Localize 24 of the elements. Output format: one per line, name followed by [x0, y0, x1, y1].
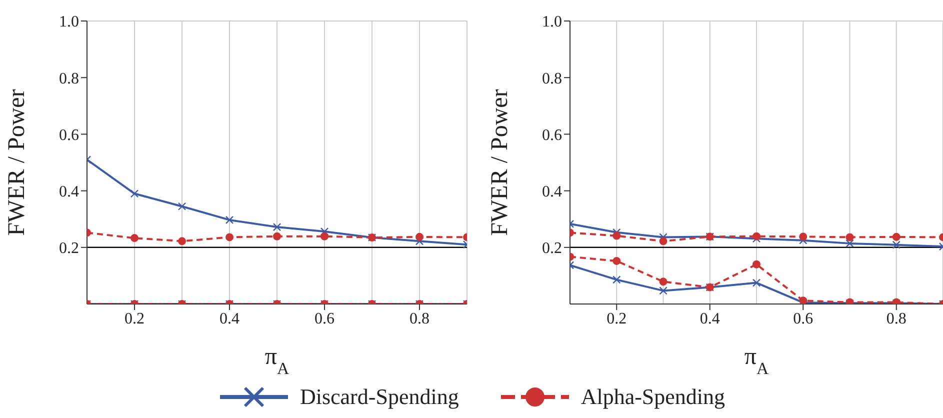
y-tick-label: 0.8	[542, 70, 562, 88]
y-tick-label: 0.2	[59, 240, 79, 258]
y-tick-label: 0.4	[542, 183, 562, 200]
x-tick-label: 0.6	[793, 310, 814, 328]
x-tick-label: 0.8	[410, 310, 430, 328]
y-tick-label: 0.8	[59, 70, 79, 88]
y-tick-label: 1.0	[59, 14, 79, 31]
y-tick-label: 0.6	[59, 126, 79, 144]
legend-label: Discard-Spending	[300, 384, 459, 410]
x-tick-label: 0.4	[220, 310, 240, 328]
y-axis-title: FWER / Power	[4, 89, 30, 236]
x-tick-label: 0.6	[314, 310, 334, 328]
x-tick-label: 0.2	[606, 310, 627, 328]
y-tick-label: 0.6	[542, 126, 562, 144]
x-axis-title: π$_{A}$	[264, 344, 290, 378]
x-tick-label: 0.4	[700, 310, 720, 328]
x-axis-title: π$_{A}$	[744, 344, 769, 378]
x-tick-label: 0.2	[124, 310, 144, 328]
legend-label: Alpha-Spending	[580, 384, 726, 410]
y-tick-label: 1.0	[542, 14, 562, 31]
y-tick-label: 0.2	[542, 240, 562, 258]
x-tick-label: 0.8	[886, 310, 906, 328]
y-tick-label: 0.4	[59, 183, 79, 200]
y-axis-title: FWER / Power	[487, 89, 513, 236]
